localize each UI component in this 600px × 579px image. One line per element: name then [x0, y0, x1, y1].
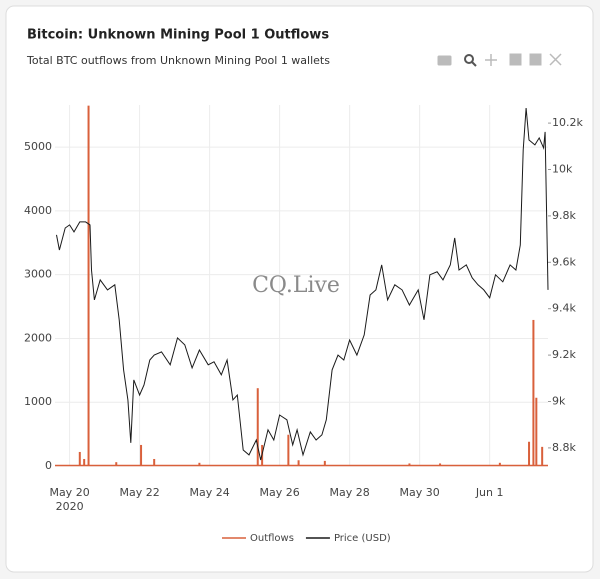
- zoom-in-icon[interactable]: [509, 53, 522, 66]
- x-tick-label: May 30: [399, 486, 440, 499]
- outflow-bar: [408, 463, 411, 466]
- x-tick-label: May 22: [119, 486, 160, 499]
- legend-label: Outflows: [250, 533, 294, 544]
- outflow-bar: [541, 446, 544, 466]
- zoom-out-icon[interactable]: [529, 53, 542, 66]
- outflow-bar: [323, 460, 326, 466]
- reset-icon[interactable]: [549, 53, 562, 66]
- outflow-bar: [78, 451, 81, 466]
- outflow-bar: [256, 388, 259, 466]
- x-tick-label: Jun 1: [475, 486, 504, 499]
- x-tick-label: May 20 2020: [49, 486, 90, 513]
- chart-title: Bitcoin: Unknown Mining Pool 1 Outflows: [27, 28, 329, 43]
- outflow-bar: [83, 458, 86, 466]
- chart-subtitle: Total BTC outflows from Unknown Mining P…: [26, 54, 330, 67]
- y-tick-label: 0: [45, 459, 52, 472]
- outflow-bar: [198, 462, 201, 466]
- y2-tick-label: 9.8k: [552, 209, 576, 222]
- outflow-bar: [535, 397, 538, 466]
- toolbar[interactable]: [437, 53, 562, 67]
- y2-tick-label: 10k: [552, 162, 573, 175]
- outflow-bar: [87, 105, 90, 466]
- y2-tick-label: 10.2k: [552, 116, 583, 129]
- outflow-bar: [140, 444, 143, 466]
- x-tick-label: May 26: [259, 486, 300, 499]
- x-tick-label: May 24: [189, 486, 230, 499]
- y-tick-label: 4000: [24, 204, 52, 217]
- outflow-bar: [297, 460, 300, 466]
- y2-tick-label: 9.6k: [552, 255, 576, 268]
- y-tick-label: 3000: [24, 268, 52, 281]
- zoom-handle: [471, 61, 477, 67]
- camera-icon[interactable]: [437, 55, 452, 66]
- outflow-bar: [287, 434, 290, 466]
- y-tick-label: 1000: [24, 395, 52, 408]
- zoom-icon[interactable]: [464, 54, 474, 64]
- y-tick-label: 5000: [24, 140, 52, 153]
- y-tick-label: 2000: [24, 331, 52, 344]
- x-tick-label: May 28: [329, 486, 370, 499]
- y2-tick-label: 9k: [552, 395, 566, 408]
- outflow-bar: [532, 319, 535, 466]
- y2-tick-label: 9.2k: [552, 348, 576, 361]
- outflow-bar: [498, 462, 501, 466]
- price-line: [56, 107, 549, 461]
- y2-tick-label: 8.8k: [552, 441, 576, 454]
- watermark: CQ.Live: [252, 273, 340, 298]
- outflow-bar: [153, 458, 156, 466]
- outflow-bar: [439, 463, 442, 466]
- outflow-bar: [528, 441, 531, 466]
- y2-tick-label: 9.4k: [552, 302, 576, 315]
- legend-label: Price (USD): [334, 533, 391, 544]
- pan-icon[interactable]: [485, 54, 497, 66]
- outflow-bar: [115, 462, 118, 466]
